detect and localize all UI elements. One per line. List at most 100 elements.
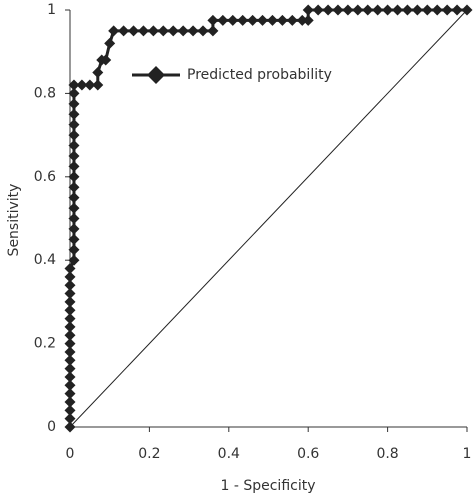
- marker: [312, 4, 324, 16]
- y-tick-label: 0.4: [34, 252, 56, 268]
- x-tick-label: 0.8: [376, 446, 398, 462]
- y-tick-label: 0: [47, 419, 56, 435]
- marker: [247, 14, 259, 26]
- y-tick-label: 1: [47, 2, 56, 18]
- marker: [64, 313, 76, 325]
- marker: [207, 25, 219, 37]
- marker: [68, 223, 80, 235]
- marker: [68, 213, 80, 224]
- marker: [108, 25, 120, 37]
- marker: [177, 25, 189, 37]
- marker: [64, 396, 76, 408]
- marker: [382, 4, 394, 16]
- marker: [64, 304, 76, 316]
- marker: [64, 346, 76, 358]
- marker: [362, 4, 374, 16]
- marker: [68, 244, 80, 256]
- marker: [302, 14, 314, 26]
- marker: [441, 4, 453, 16]
- legend-marker: [147, 66, 165, 84]
- marker: [137, 25, 149, 37]
- legend-label: Predicted probability: [187, 67, 332, 83]
- marker: [64, 279, 76, 291]
- x-tick-label: 1: [463, 446, 472, 462]
- marker: [100, 54, 112, 66]
- marker: [64, 296, 76, 308]
- marker: [68, 202, 80, 214]
- marker: [266, 14, 278, 26]
- marker: [84, 79, 96, 91]
- marker: [92, 79, 104, 91]
- x-axis-label: 1 - Specificity: [220, 478, 315, 494]
- marker: [68, 108, 80, 120]
- y-tick-label: 0.2: [34, 336, 56, 352]
- marker: [461, 4, 473, 16]
- marker: [237, 14, 249, 26]
- marker: [64, 321, 76, 333]
- y-tick-label: 0.8: [34, 85, 56, 101]
- marker: [68, 150, 80, 162]
- marker: [128, 25, 140, 37]
- marker: [64, 363, 76, 375]
- marker: [68, 98, 80, 110]
- marker: [68, 160, 80, 172]
- marker: [411, 4, 423, 16]
- x-tick-label: 0.6: [297, 446, 319, 462]
- marker: [64, 379, 76, 391]
- marker: [207, 14, 219, 26]
- marker: [68, 181, 80, 193]
- marker: [147, 25, 159, 37]
- marker: [296, 14, 308, 26]
- marker: [217, 14, 229, 26]
- marker: [104, 37, 116, 49]
- marker: [68, 254, 80, 266]
- y-axis-label: Sensitivity: [6, 184, 22, 257]
- marker: [64, 271, 76, 283]
- marker: [332, 4, 344, 16]
- marker: [68, 119, 80, 131]
- marker: [64, 404, 76, 416]
- marker: [64, 354, 76, 366]
- marker: [64, 371, 76, 383]
- marker: [64, 329, 76, 341]
- marker: [276, 14, 288, 26]
- marker: [451, 4, 463, 16]
- marker: [64, 288, 76, 300]
- marker: [76, 79, 88, 91]
- marker: [64, 388, 76, 400]
- marker: [64, 413, 76, 425]
- marker: [302, 4, 314, 16]
- marker: [157, 25, 169, 37]
- marker: [187, 25, 199, 37]
- x-tick-label: 0.2: [138, 446, 160, 462]
- marker: [342, 4, 354, 16]
- marker: [257, 14, 269, 26]
- marker: [197, 25, 209, 37]
- marker: [322, 4, 334, 16]
- marker: [372, 4, 384, 16]
- marker: [401, 4, 413, 16]
- x-tick-label: 0: [66, 446, 75, 462]
- marker: [68, 87, 80, 99]
- marker: [392, 4, 404, 16]
- marker: [421, 4, 433, 16]
- marker: [352, 4, 364, 16]
- marker: [227, 14, 239, 26]
- marker: [64, 421, 76, 433]
- marker: [64, 338, 76, 350]
- marker: [68, 192, 80, 204]
- marker: [68, 79, 80, 91]
- marker: [431, 4, 443, 16]
- marker: [68, 140, 80, 152]
- marker: [68, 233, 80, 245]
- marker: [68, 171, 80, 183]
- marker: [92, 67, 104, 79]
- marker: [167, 25, 179, 37]
- marker: [286, 14, 298, 26]
- reference-line: [69, 9, 468, 428]
- marker: [64, 263, 76, 275]
- marker: [68, 129, 80, 141]
- x-tick-label: 0.4: [218, 446, 240, 462]
